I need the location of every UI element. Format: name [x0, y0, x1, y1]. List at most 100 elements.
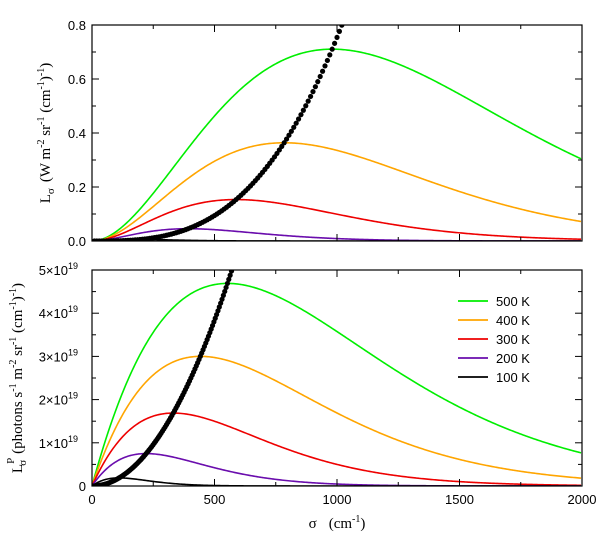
xlabel-units: (cm	[329, 516, 353, 532]
x-tick-label: 1000	[323, 492, 352, 507]
peak-locus-point	[283, 136, 290, 142]
bot-ylabel-u0: -1	[8, 383, 19, 391]
bottom-panel: 0 1×1019 2×1019 3×1019 4×1019 5×1019 0 500 1000…	[5, 256, 596, 532]
bottom-x-axis: 0 500 1000 1500 2000	[88, 270, 596, 507]
peak-locus-point	[230, 264, 235, 269]
bot-ylabel-main: L	[10, 464, 26, 473]
top-plot-area	[92, 25, 582, 241]
peak-locus-point	[298, 112, 304, 118]
peak-locus-point	[310, 89, 316, 95]
series-line-100k	[92, 238, 582, 241]
top-plot-frame	[91, 24, 583, 242]
y-tick-label: 1×1019	[39, 434, 78, 451]
y-tick-label: 0.4	[68, 126, 86, 141]
x-tick-label: 0	[88, 492, 95, 507]
xlabel-symbol: σ	[309, 516, 317, 532]
peak-locus-point	[295, 116, 302, 122]
y-tick-label: 5×1019	[39, 261, 78, 278]
series-line-500k	[92, 48, 582, 241]
peak-locus-point	[228, 270, 235, 274]
y-tick-label: 0.8	[68, 18, 86, 33]
peak-locus-point	[315, 79, 321, 85]
top-ylabel-u6: -1	[36, 68, 47, 76]
top-ylabel-main: L	[38, 194, 54, 203]
bot-ylabel-u8: )	[10, 283, 26, 288]
bot-ylabel-u7: -1	[8, 288, 19, 296]
peak-locus-point	[312, 84, 318, 90]
peak-locus-point	[223, 284, 229, 291]
bot-ylabel-u3: -1	[8, 337, 19, 345]
bot-ylabel-u6: )	[10, 296, 26, 301]
bot-ylabel-sub: σ	[17, 460, 29, 466]
peak-locus-point	[291, 124, 297, 130]
peak-locus-point	[319, 68, 326, 74]
peak-locus-point	[288, 128, 294, 134]
y-tick-label: 3×1019	[39, 347, 78, 364]
peak-locus-point	[226, 276, 232, 282]
legend-label: 100 K	[496, 370, 530, 385]
peak-locus-point	[232, 260, 237, 265]
legend: 500 K 400 K 300 K 200 K 100 K	[458, 294, 530, 385]
peak-locus-point	[327, 52, 333, 58]
top-x-ticks	[91, 25, 583, 241]
legend-label: 200 K	[496, 351, 530, 366]
y-tick-label: 0	[79, 479, 86, 494]
top-ylabel-u5: )	[38, 76, 54, 81]
series-line-500k	[92, 282, 582, 486]
bot-ylabel-rest: (photons s	[10, 392, 26, 454]
peak-locus-point	[220, 292, 226, 298]
peak-locus-point	[329, 46, 335, 52]
top-ylabel-u2: -1	[36, 117, 47, 125]
x-tick-label: 2000	[568, 492, 597, 507]
legend-label: 500 K	[496, 294, 530, 309]
y-tick-label: 4×1019	[39, 304, 78, 321]
peak-locus-point	[233, 256, 238, 261]
peak-locus-point	[227, 272, 233, 278]
top-ylabel-u0: -2	[36, 139, 47, 147]
peak-locus-point	[322, 63, 328, 69]
top-y-axis: 0.0 0.2 0.4 0.6 0.8	[68, 18, 582, 249]
bot-ylabel-u2: sr	[10, 345, 26, 360]
peak-locus-point	[317, 73, 323, 80]
bottom-y-axis-label: LPσ(photons s-1 m-2 sr-1 (cm-1)-1)	[5, 283, 29, 473]
y-tick-label: 2×1019	[39, 391, 78, 408]
x-tick-label: 500	[204, 492, 226, 507]
legend-label: 300 K	[496, 332, 530, 347]
peak-locus-point	[222, 288, 228, 295]
bottom-y-axis: 0 1×1019 2×1019 3×1019 4×1019 5×1019	[39, 261, 582, 494]
peak-locus-point	[324, 57, 330, 64]
x-tick-label: 1500	[445, 492, 474, 507]
x-axis-label: σ (cm-1)	[309, 514, 366, 532]
peak-locus-point	[300, 107, 306, 113]
peak-locus-point	[224, 280, 231, 287]
peak-locus-point	[332, 40, 338, 46]
top-ylabel-u7: )	[38, 63, 54, 68]
top-ylabel-u3: (cm	[38, 89, 54, 116]
peak-locus-point	[286, 132, 292, 138]
series-line-300k	[92, 198, 582, 241]
top-ylabel-sub: σ	[45, 188, 57, 194]
peak-locus-point	[336, 28, 342, 34]
peak-locus-point	[219, 296, 225, 302]
top-y-axis-label: Lσ(W m-2 sr-1 (cm-1)-1)	[36, 63, 57, 203]
series-line-100k	[92, 477, 582, 486]
peak-locus-point	[339, 25, 345, 28]
bot-ylabel-u1: -2	[8, 360, 19, 368]
peak-locus-point	[307, 93, 314, 100]
y-tick-label: 0.0	[68, 234, 86, 249]
top-ylabel-rest: (W m	[38, 147, 54, 182]
legend-label: 400 K	[496, 313, 530, 328]
top-ylabel-u1: sr	[38, 125, 54, 140]
xlabel-exp: -1	[352, 514, 360, 525]
bot-ylabel-sup: P	[5, 458, 17, 464]
peak-locus-point	[293, 120, 299, 126]
y-tick-label: 0.6	[68, 72, 86, 87]
top-panel: 0.00.20.40.60.8 Lσ(W m-2 sr-1 (cm-1)-1)	[36, 18, 583, 249]
top-ylabel-u4: -1	[36, 81, 47, 89]
series-line-400k	[92, 141, 582, 241]
bot-ylabel-u5: -1	[8, 301, 19, 309]
series-line-400k	[92, 355, 582, 486]
y-tick-label: 0.2	[68, 180, 86, 195]
bot-ylabel-u4: (cm	[10, 309, 26, 336]
